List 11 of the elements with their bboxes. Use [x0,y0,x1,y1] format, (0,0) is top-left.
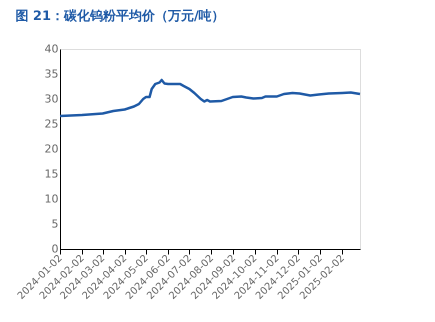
y-tick-label: 40 [44,42,58,56]
y-tick-label: 25 [44,118,58,130]
line-series [58,78,362,118]
y-tick-label: 15 [44,168,58,180]
y-tick-label: 35 [44,68,58,80]
y-tick-label: 20 [44,142,58,156]
y-tick-label: 30 [44,92,58,106]
y-tick-label: 0 [52,242,58,256]
chart-title: 图 21：碳化钨粉平均价（万元/吨） [15,9,225,24]
y-tick-label: 5 [52,218,58,230]
y-tick-label: 10 [44,192,58,206]
